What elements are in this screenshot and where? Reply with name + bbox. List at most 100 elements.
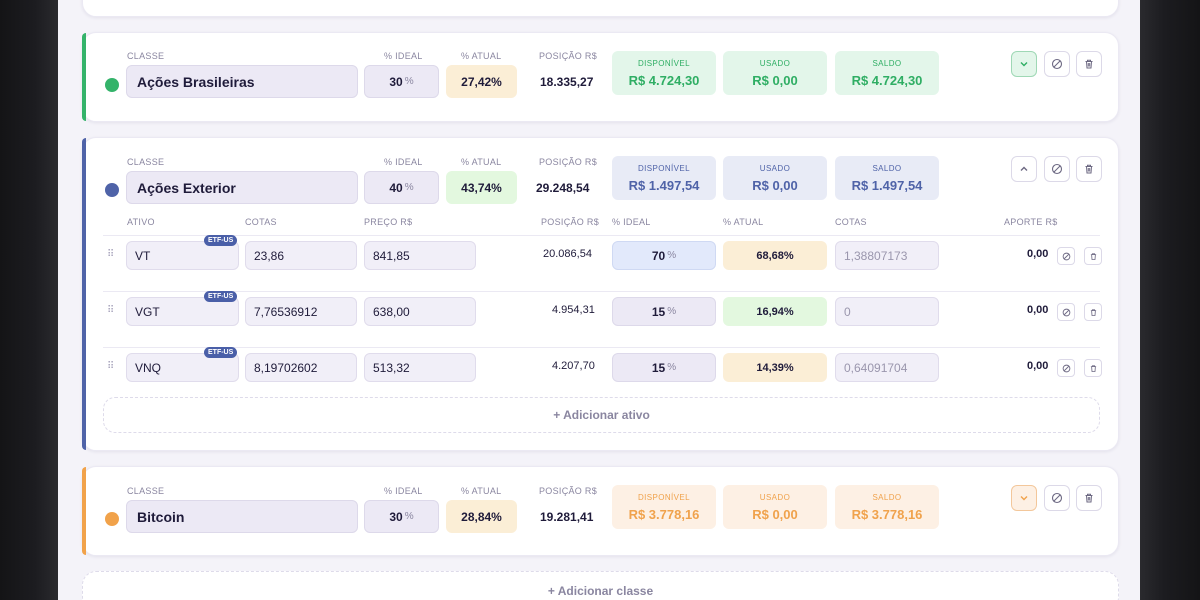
saldo-label: SALDO <box>872 58 902 68</box>
asset-preco-input[interactable]: 513,32 <box>364 353 476 382</box>
grip-icon[interactable]: ⠿ <box>107 305 114 316</box>
device-frame-right <box>1140 0 1200 600</box>
asset-cotas-aporte: 0,64091704 <box>835 353 939 382</box>
add-class-button[interactable]: + Adicionar classe <box>82 571 1119 600</box>
ban-icon <box>1051 58 1063 70</box>
saldo-value: R$ 4.724,30 <box>851 72 923 88</box>
ideal-value: 40 <box>389 180 403 195</box>
usado-box: USADO R$ 0,00 <box>723 51 827 95</box>
asset-cotas-input[interactable]: 23,86 <box>245 241 357 270</box>
disponivel-value: R$ 3.778,16 <box>628 506 700 522</box>
class-color-dot <box>105 78 119 92</box>
saldo-box: SALDO R$ 1.497,54 <box>835 156 939 200</box>
asset-disable-button[interactable] <box>1057 359 1075 377</box>
add-asset-button[interactable]: + Adicionar ativo <box>103 397 1100 433</box>
trash-icon <box>1090 308 1096 316</box>
label-atual: % ATUAL <box>461 486 502 496</box>
class-name-input[interactable]: Ações Brasileiras <box>126 65 358 98</box>
saldo-label: SALDO <box>872 163 902 173</box>
asset-cotas-input[interactable]: 7,76536912 <box>245 297 357 326</box>
posicao-value: 19.281,41 <box>540 510 594 524</box>
asset-ideal-value: 15 <box>651 360 666 375</box>
grip-icon[interactable]: ⠿ <box>107 361 114 372</box>
asset-delete-button[interactable] <box>1084 303 1102 321</box>
asset-ideal-input[interactable]: 15% <box>612 297 716 326</box>
pct-sign: % <box>667 250 677 261</box>
ban-icon <box>1062 364 1070 372</box>
saldo-box: SALDO R$ 3.778,16 <box>835 485 939 529</box>
asset-atual-value: 14,39% <box>723 353 827 382</box>
ideal-value: 30 <box>389 509 403 524</box>
delete-button[interactable] <box>1076 156 1102 182</box>
asset-ideal-input[interactable]: 70% <box>612 241 716 270</box>
ban-icon <box>1062 252 1070 260</box>
ideal-percent-input[interactable]: 30% <box>364 65 439 98</box>
asset-disable-button[interactable] <box>1057 247 1075 265</box>
pct-sign: % <box>667 306 677 317</box>
grip-icon[interactable]: ⠿ <box>107 249 114 260</box>
posicao-value: 18.335,27 <box>540 75 594 89</box>
collapse-button[interactable] <box>1011 156 1037 182</box>
asset-posicao: 4.954,31 <box>552 304 595 316</box>
saldo-value: R$ 3.778,16 <box>851 506 923 522</box>
asset-posicao: 20.086,54 <box>543 248 592 260</box>
disable-button[interactable] <box>1044 485 1070 511</box>
asset-aporte: 0,00 <box>1027 248 1049 260</box>
label-atual: % ATUAL <box>461 51 502 61</box>
label-posicao: POSIÇÃO R$ <box>539 51 598 61</box>
disable-button[interactable] <box>1044 51 1070 77</box>
asset-delete-button[interactable] <box>1084 359 1102 377</box>
ban-icon <box>1051 492 1063 504</box>
asset-disable-button[interactable] <box>1057 303 1075 321</box>
asset-type-badge: ETF-US <box>204 291 238 302</box>
usado-label: USADO <box>759 492 791 502</box>
usado-value: R$ 0,00 <box>752 177 798 193</box>
class-accent-bar <box>82 467 86 555</box>
trash-icon <box>1085 493 1093 503</box>
ideal-percent-input[interactable]: 40% <box>364 171 439 204</box>
asset-cotas-input[interactable]: 8,19702602 <box>245 353 357 382</box>
previous-class-card <box>82 0 1119 17</box>
expand-button[interactable] <box>1011 51 1037 77</box>
delete-button[interactable] <box>1076 485 1102 511</box>
trash-icon <box>1085 59 1093 69</box>
atual-percent-value: 28,84% <box>446 500 517 533</box>
ideal-percent-input[interactable]: 30% <box>364 500 439 533</box>
label-ideal: % IDEAL <box>384 51 423 61</box>
ideal-value: 30 <box>389 74 403 89</box>
pct-sign: % <box>404 76 414 87</box>
usado-box: USADO R$ 0,00 <box>723 156 827 200</box>
expand-button[interactable] <box>1011 485 1037 511</box>
header-atual: % ATUAL <box>723 217 764 227</box>
device-frame-left <box>0 0 58 600</box>
label-ideal: % IDEAL <box>384 486 423 496</box>
disponivel-label: DISPONÍVEL <box>637 163 690 173</box>
pct-sign: % <box>667 362 677 373</box>
asset-aporte: 0,00 <box>1027 304 1049 316</box>
pct-sign: % <box>404 511 414 522</box>
asset-ideal-input[interactable]: 15% <box>612 353 716 382</box>
asset-preco-input[interactable]: 841,85 <box>364 241 476 270</box>
class-name-input[interactable]: Bitcoin <box>126 500 358 533</box>
class-name-input[interactable]: Ações Exterior <box>126 171 358 204</box>
app-screen: CLASSE Ações Brasileiras % IDEAL 30% % A… <box>58 0 1140 600</box>
asset-type-badge: ETF-US <box>204 347 238 358</box>
asset-delete-button[interactable] <box>1084 247 1102 265</box>
disable-button[interactable] <box>1044 156 1070 182</box>
delete-button[interactable] <box>1076 51 1102 77</box>
asset-type-badge: ETF-US <box>204 235 238 246</box>
class-card-bitcoin: CLASSE Bitcoin % IDEAL 30% % ATUAL 28,84… <box>82 466 1119 556</box>
chevron-down-icon <box>1020 496 1028 501</box>
asset-ideal-value: 15 <box>651 304 666 319</box>
class-color-dot <box>105 183 119 197</box>
pct-sign: % <box>404 182 414 193</box>
asset-preco-input[interactable]: 638,00 <box>364 297 476 326</box>
saldo-value: R$ 1.497,54 <box>851 177 923 193</box>
usado-value: R$ 0,00 <box>752 72 798 88</box>
saldo-box: SALDO R$ 4.724,30 <box>835 51 939 95</box>
row-divider <box>103 291 1100 292</box>
trash-icon <box>1090 252 1096 260</box>
row-divider <box>103 235 1100 236</box>
disponivel-value: R$ 1.497,54 <box>628 177 700 193</box>
saldo-label: SALDO <box>872 492 902 502</box>
